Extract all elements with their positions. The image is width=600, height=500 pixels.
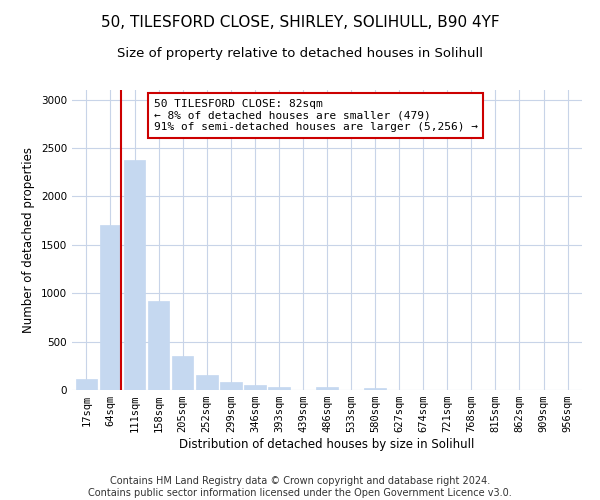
Y-axis label: Number of detached properties: Number of detached properties xyxy=(22,147,35,333)
Bar xyxy=(268,386,290,390)
Bar xyxy=(316,387,338,390)
Bar xyxy=(172,356,193,390)
Bar xyxy=(124,160,145,390)
Bar xyxy=(100,226,121,390)
Text: Contains HM Land Registry data © Crown copyright and database right 2024.
Contai: Contains HM Land Registry data © Crown c… xyxy=(88,476,512,498)
Bar xyxy=(76,379,97,390)
Text: 50, TILESFORD CLOSE, SHIRLEY, SOLIHULL, B90 4YF: 50, TILESFORD CLOSE, SHIRLEY, SOLIHULL, … xyxy=(101,15,499,30)
Bar xyxy=(148,301,169,390)
X-axis label: Distribution of detached houses by size in Solihull: Distribution of detached houses by size … xyxy=(179,438,475,451)
Text: Size of property relative to detached houses in Solihull: Size of property relative to detached ho… xyxy=(117,48,483,60)
Bar xyxy=(244,384,266,390)
Bar xyxy=(364,388,386,390)
Bar xyxy=(196,375,218,390)
Bar xyxy=(220,382,242,390)
Text: 50 TILESFORD CLOSE: 82sqm
← 8% of detached houses are smaller (479)
91% of semi-: 50 TILESFORD CLOSE: 82sqm ← 8% of detach… xyxy=(154,99,478,132)
